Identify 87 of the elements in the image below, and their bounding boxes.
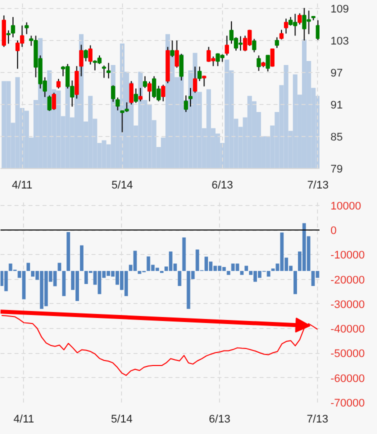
candlestick [270,48,274,68]
bar [2,81,6,168]
bar [226,270,230,275]
candlestick [238,36,243,52]
candlestick [161,84,166,102]
candlestick [134,88,138,104]
x-tick-label: 6/13 [208,414,230,426]
candlestick [224,35,229,56]
candlestick [274,36,280,48]
bar [302,39,307,168]
candlestick [129,80,134,105]
candlestick [84,49,88,62]
candlestick [284,18,288,34]
candlestick [102,65,106,78]
bar [240,270,244,275]
bar [294,270,297,294]
candlestick [202,75,206,87]
y-tick-label: 91 [330,100,343,112]
x-tick-label: 5/14 [112,180,133,192]
candlestick [298,12,302,25]
candlestick [252,38,256,53]
bar [80,245,84,271]
bar [133,250,137,271]
candlestick [56,78,61,89]
candlestick [88,44,92,65]
candlestick [170,40,174,58]
candlestick [147,81,152,102]
y-tick-label: 79 [330,164,343,176]
bar [231,264,235,271]
x-tick-label: 4/11 [12,180,32,192]
y-tick-label: -60000 [330,372,365,385]
bar [182,237,186,271]
bar [66,232,70,271]
y-tick-label: 85 [330,132,343,144]
bar [178,270,182,286]
y-tick-label: 103 [330,36,349,48]
y-tick-label: -50000 [330,348,365,360]
y-tick-label: 10000 [330,200,362,212]
bar [186,270,190,309]
bar [266,270,270,277]
y-tick-label: -10000 [330,250,365,262]
y-tick-label: -30000 [330,298,365,311]
candlestick [256,54,261,72]
bar [62,270,66,296]
bar [196,250,200,271]
candlestick [316,20,320,40]
candlestick [174,40,179,68]
bar [4,270,8,292]
bar [311,270,315,286]
candlestick [229,20,234,44]
y-tick-label: -40000 [330,324,365,336]
bar [222,267,226,271]
candlestick [92,60,98,71]
bar [138,270,142,274]
x-tick-label: 7/13 [306,414,328,426]
bar [26,262,30,271]
y-tick-label: 97 [330,68,343,80]
candlestick [138,87,143,102]
bar [124,270,128,296]
candlestick [184,94,188,112]
bar [244,266,248,271]
y-tick-label: -70000 [330,398,365,410]
x-tick-label: 5/14 [111,414,132,426]
candlestick [116,97,120,111]
candlestick [279,29,284,40]
candlestick [179,53,184,81]
candlestick [52,92,56,110]
candlestick [47,94,52,112]
x-tick-label: 4/11 [14,414,34,426]
candlestick [10,16,16,38]
candlestick [152,76,156,99]
candlestick [106,62,111,79]
bar [58,262,62,271]
y-tick-label: 0 [330,225,337,238]
candlestick [79,44,84,77]
candlestick [198,66,202,82]
candlestick [192,66,198,94]
candlestick [188,87,193,108]
x-tick-label: 7/13 [307,180,329,192]
candlestick [266,54,270,72]
x-tick-label: 6/13 [212,180,234,192]
y-tick-label: 109 [330,4,349,16]
candlestick [111,84,116,102]
candlestick [24,22,29,35]
candlestick [142,76,148,88]
bar [146,256,150,271]
y-tick-label: -20000 [330,274,365,286]
